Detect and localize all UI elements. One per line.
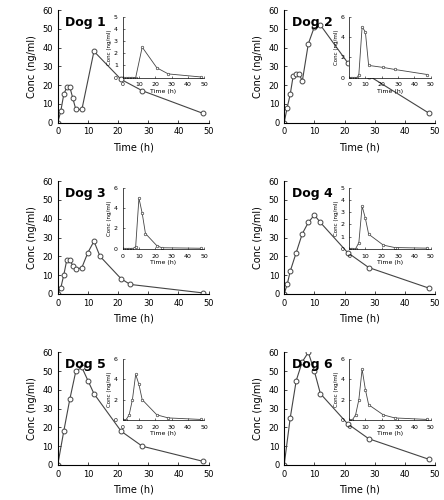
Y-axis label: Conc (ng/ml): Conc (ng/ml) <box>253 378 263 440</box>
Text: Dog 6: Dog 6 <box>292 358 332 371</box>
Text: Dog 5: Dog 5 <box>65 358 106 371</box>
Text: Dog 1: Dog 1 <box>65 16 106 28</box>
Text: Dog 3: Dog 3 <box>65 187 106 200</box>
Y-axis label: Conc (ng/ml): Conc (ng/ml) <box>27 206 37 269</box>
X-axis label: Time (h): Time (h) <box>339 142 380 152</box>
Y-axis label: Conc (ng/ml): Conc (ng/ml) <box>253 35 263 98</box>
X-axis label: Time (h): Time (h) <box>339 313 380 323</box>
X-axis label: Time (h): Time (h) <box>113 313 154 323</box>
X-axis label: Time (h): Time (h) <box>339 484 380 494</box>
Text: Dog 2: Dog 2 <box>292 16 333 28</box>
Y-axis label: Conc (ng/ml): Conc (ng/ml) <box>253 206 263 269</box>
Text: Dog 4: Dog 4 <box>292 187 333 200</box>
X-axis label: Time (h): Time (h) <box>113 484 154 494</box>
Y-axis label: Conc (ng/ml): Conc (ng/ml) <box>27 35 37 98</box>
Y-axis label: Conc (ng/ml): Conc (ng/ml) <box>27 378 37 440</box>
X-axis label: Time (h): Time (h) <box>113 142 154 152</box>
